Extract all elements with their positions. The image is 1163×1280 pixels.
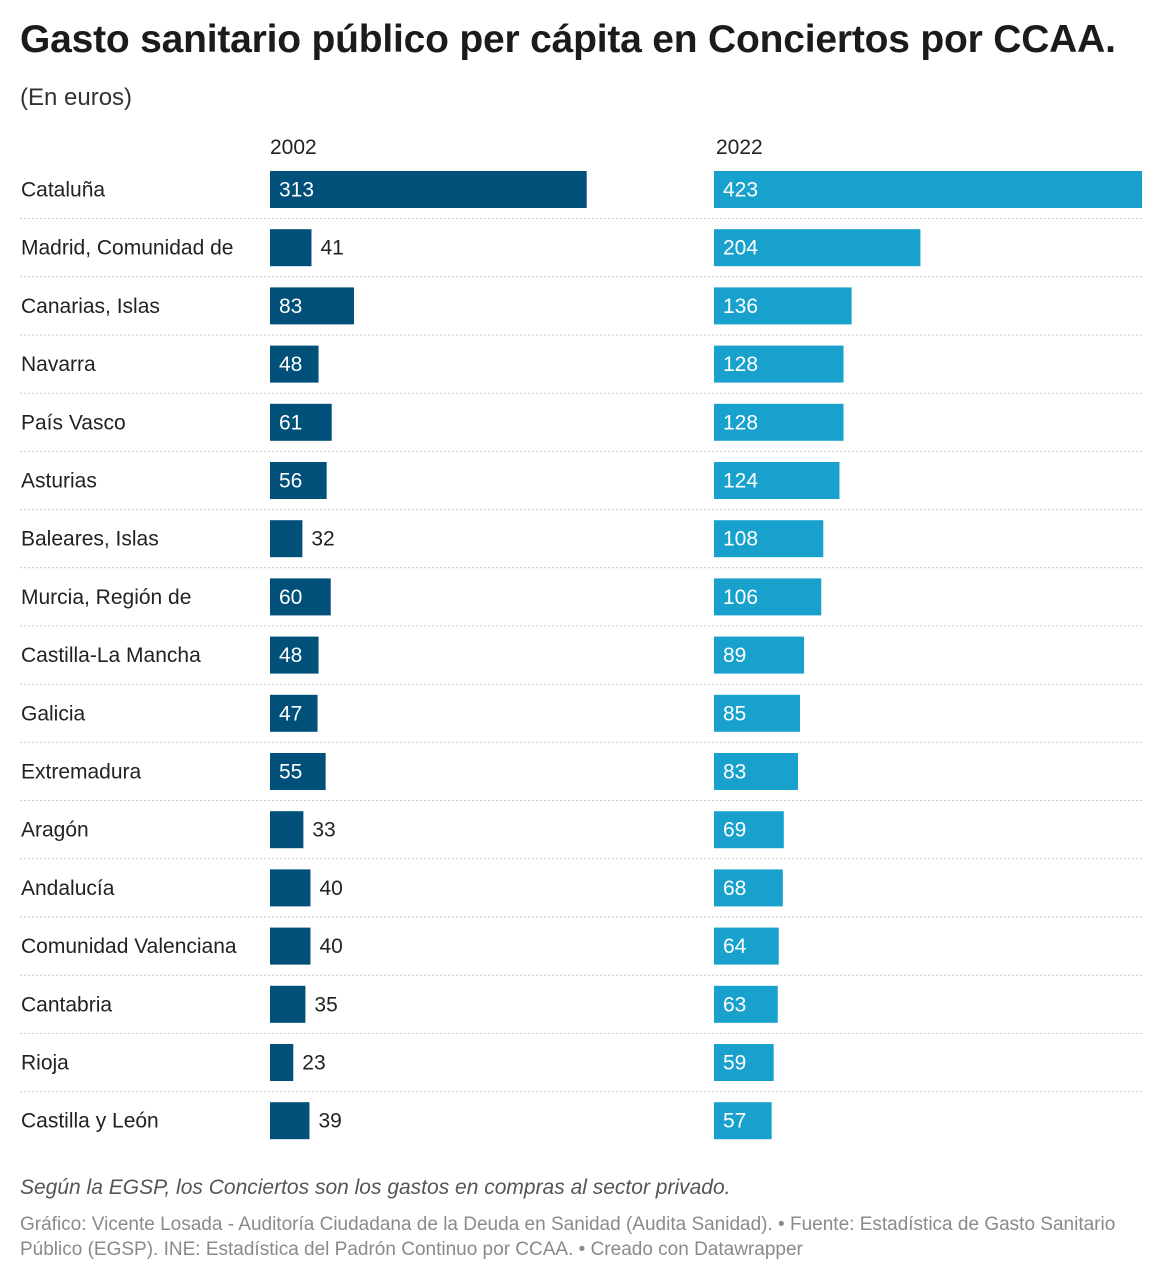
data-label-2022-navarra: 128 bbox=[723, 353, 758, 376]
bar-2002-comunidad-valenciana bbox=[270, 927, 311, 965]
data-label-2002-comunidad-valenciana: 40 bbox=[319, 935, 342, 958]
chart-note: Según la EGSP, los Conciertos son los ga… bbox=[20, 1176, 731, 1199]
bar-2002-galicia bbox=[270, 694, 318, 732]
data-label-2022-madrid-comunidad-de: 204 bbox=[723, 237, 758, 260]
bar-2002-rioja bbox=[270, 1044, 294, 1081]
category-label-comunidad-valenciana: Comunidad Valenciana bbox=[21, 935, 237, 958]
category-label-andalucia: Andalucía bbox=[21, 877, 115, 900]
data-label-2022-cantabria: 63 bbox=[723, 993, 746, 1016]
data-label-2022-murcia-region-de: 106 bbox=[723, 586, 758, 609]
data-label-2022-pais-vasco: 128 bbox=[723, 411, 758, 434]
bar-chart: Cataluña 313 423 Madrid, Comunidad de 41 204 C… bbox=[20, 171, 1142, 1140]
data-label-2002-galicia: 47 bbox=[279, 702, 302, 725]
data-label-2002-castilla-la-mancha: 48 bbox=[279, 644, 302, 667]
data-label-2002-aragon: 33 bbox=[312, 819, 335, 842]
data-label-2002-asturias: 56 bbox=[279, 470, 302, 493]
bar-2022-aragon bbox=[714, 811, 784, 849]
bar-2002-aragon bbox=[270, 811, 304, 849]
category-label-castilla-la-mancha: Castilla-La Mancha bbox=[21, 644, 201, 667]
data-label-2022-rioja: 59 bbox=[723, 1052, 746, 1075]
category-label-rioja: Rioja bbox=[21, 1052, 69, 1075]
column-header-2022: 2022 bbox=[716, 136, 763, 159]
bar-2022-madrid-comunidad-de bbox=[714, 229, 921, 267]
data-label-2002-baleares-islas: 32 bbox=[311, 528, 334, 551]
bar-2022-baleares-islas bbox=[714, 520, 824, 558]
bar-2022-navarra bbox=[714, 345, 844, 383]
data-label-2022-aragon: 69 bbox=[723, 819, 746, 842]
bar-2002-baleares-islas bbox=[270, 520, 303, 558]
category-label-canarias-islas: Canarias, Islas bbox=[21, 295, 160, 318]
bar-2022-asturias bbox=[714, 462, 840, 499]
category-label-pais-vasco: País Vasco bbox=[21, 411, 126, 434]
data-label-2022-galicia: 85 bbox=[723, 702, 746, 725]
data-label-2002-navarra: 48 bbox=[279, 353, 302, 376]
bar-2022-murcia-region-de bbox=[714, 578, 822, 616]
category-label-extremadura: Extremadura bbox=[21, 761, 142, 784]
bar-2002-cataluna bbox=[270, 171, 587, 208]
data-label-2022-canarias-islas: 136 bbox=[723, 295, 758, 318]
bar-2022-comunidad-valenciana bbox=[714, 927, 779, 965]
category-label-cataluna: Cataluña bbox=[21, 179, 105, 202]
bar-2022-extremadura bbox=[714, 753, 798, 790]
bar-2002-castilla-la-mancha bbox=[270, 636, 319, 674]
chart-subtitle: (En euros) bbox=[20, 84, 133, 111]
bar-2002-andalucia bbox=[270, 869, 311, 907]
category-label-asturias: Asturias bbox=[21, 470, 97, 493]
category-label-cantabria: Cantabria bbox=[21, 993, 112, 1016]
bar-2002-murcia-region-de bbox=[270, 578, 331, 616]
data-label-2022-comunidad-valenciana: 64 bbox=[723, 935, 747, 958]
bar-2022-rioja bbox=[714, 1044, 774, 1081]
bar-2002-cantabria bbox=[270, 985, 306, 1023]
chart-title: Gasto sanitario público per cápita en Co… bbox=[20, 18, 1116, 61]
bar-2022-andalucia bbox=[714, 869, 783, 907]
data-label-2002-andalucia: 40 bbox=[319, 877, 342, 900]
bar-2022-castilla-y-leon bbox=[714, 1102, 772, 1140]
category-label-murcia-region-de: Murcia, Región de bbox=[21, 586, 191, 609]
data-label-2022-cataluna: 423 bbox=[723, 179, 758, 202]
category-label-aragon: Aragón bbox=[21, 819, 89, 842]
bar-2022-pais-vasco bbox=[714, 403, 844, 441]
bar-2002-asturias bbox=[270, 462, 327, 499]
data-label-2002-pais-vasco: 61 bbox=[279, 411, 302, 434]
category-label-navarra: Navarra bbox=[21, 353, 96, 376]
data-label-2002-cantabria: 35 bbox=[314, 993, 337, 1016]
bar-2002-madrid-comunidad-de bbox=[270, 229, 312, 267]
bar-2002-extremadura bbox=[270, 753, 326, 790]
data-label-2002-rioja: 23 bbox=[302, 1052, 325, 1075]
data-label-2002-extremadura: 55 bbox=[279, 761, 302, 784]
bar-2002-canarias-islas bbox=[270, 287, 354, 325]
data-label-2002-castilla-y-leon: 39 bbox=[318, 1110, 341, 1133]
bar-2022-castilla-la-mancha bbox=[714, 636, 805, 674]
data-label-2022-baleares-islas: 108 bbox=[723, 528, 758, 551]
bar-2002-castilla-y-leon bbox=[270, 1102, 310, 1140]
bar-2022-canarias-islas bbox=[714, 287, 852, 325]
bar-2022-cataluna bbox=[714, 171, 1142, 208]
bar-2022-cantabria bbox=[714, 985, 778, 1023]
data-label-2022-extremadura: 83 bbox=[723, 761, 746, 784]
data-label-2022-andalucia: 68 bbox=[723, 877, 746, 900]
bar-2022-galicia bbox=[714, 694, 801, 732]
data-label-2002-madrid-comunidad-de: 41 bbox=[320, 237, 343, 260]
data-label-2022-castilla-la-mancha: 89 bbox=[723, 644, 746, 667]
category-label-madrid-comunidad-de: Madrid, Comunidad de bbox=[21, 237, 233, 260]
column-header-2002: 2002 bbox=[270, 136, 317, 159]
category-label-castilla-y-leon: Castilla y León bbox=[21, 1110, 159, 1133]
data-label-2022-castilla-y-leon: 57 bbox=[723, 1110, 746, 1133]
bar-2002-navarra bbox=[270, 345, 319, 383]
data-label-2022-asturias: 124 bbox=[723, 470, 758, 493]
category-label-baleares-islas: Baleares, Islas bbox=[21, 528, 159, 551]
bar-2002-pais-vasco bbox=[270, 403, 332, 441]
data-label-2002-murcia-region-de: 60 bbox=[279, 586, 302, 609]
category-label-galicia: Galicia bbox=[21, 702, 86, 725]
data-label-2002-cataluna: 313 bbox=[279, 179, 314, 202]
chart-source: Gráfico: Vicente Losada - Auditoría Ciud… bbox=[20, 1214, 1116, 1260]
data-label-2002-canarias-islas: 83 bbox=[279, 295, 302, 318]
